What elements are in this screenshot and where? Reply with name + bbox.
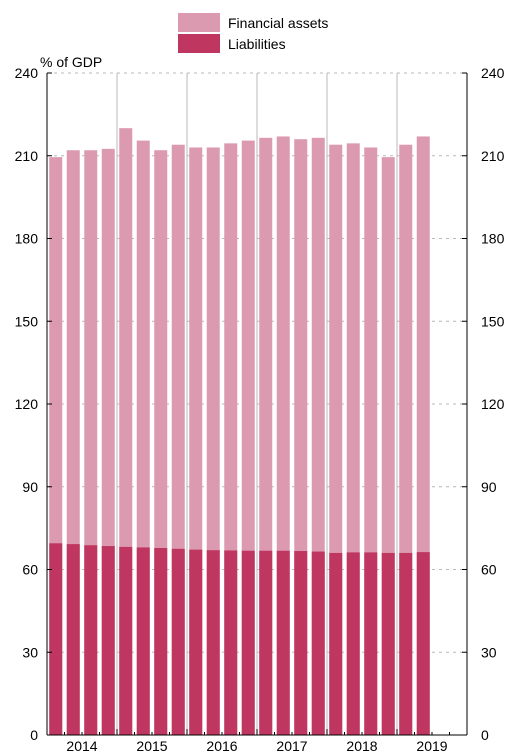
bar-liabilities-3: [101, 546, 115, 735]
y-tick-label-left-60: 60: [22, 562, 38, 578]
x-year-label-2019: 2019: [416, 738, 447, 752]
bar-liabilities-15: [311, 551, 325, 735]
legend: Financial assets Liabilities: [178, 13, 328, 53]
y-tick-label-left-150: 150: [15, 313, 39, 329]
x-year-label-2015: 2015: [136, 738, 167, 752]
bar-liabilities-13: [276, 550, 290, 735]
bar-liabilities-4: [119, 546, 133, 735]
y-unit-label: % of GDP: [40, 54, 102, 70]
y-tick-label-right-240: 240: [481, 65, 505, 81]
y-tick-label-right-30: 30: [481, 644, 497, 660]
bar-liabilities-1: [66, 544, 80, 735]
bar-liabilities-0: [49, 543, 63, 735]
bar-liabilities-17: [346, 552, 360, 735]
y-tick-label-right-180: 180: [481, 231, 505, 247]
y-tick-label-right-120: 120: [481, 396, 505, 412]
bar-liabilities-6: [154, 547, 168, 735]
y-tick-label-left-90: 90: [22, 479, 38, 495]
y-tick-label-right-150: 150: [481, 313, 505, 329]
y-tick-label-right-90: 90: [481, 479, 497, 495]
bar-liabilities-11: [241, 550, 255, 735]
bar-liabilities-9: [206, 550, 220, 735]
bar-liabilities-2: [84, 545, 98, 735]
legend-label-financial-assets: Financial assets: [228, 15, 328, 31]
legend-swatch-liabilities: [178, 34, 220, 53]
bar-liabilities-7: [171, 548, 185, 735]
y-tick-label-left-0: 0: [30, 727, 38, 743]
bar-liabilities-21: [416, 552, 430, 735]
y-tick-label-right-60: 60: [481, 562, 497, 578]
x-year-label-2014: 2014: [66, 738, 97, 752]
y-tick-label-left-210: 210: [15, 148, 39, 164]
y-axis-left-ticks: 0 30 60 90 120 150 180 210 240: [15, 65, 52, 743]
y-tick-label-left-120: 120: [15, 396, 39, 412]
bar-liabilities-10: [224, 550, 238, 735]
x-axis-year-labels: 2014 2015 2016 2017 2018 2019: [66, 738, 447, 752]
bar-liabilities-20: [399, 552, 413, 735]
grid: [47, 72, 467, 735]
x-year-label-2016: 2016: [206, 738, 237, 752]
bar-liabilities-8: [189, 549, 203, 735]
bars-liabilities: [49, 543, 430, 735]
y-tick-label-left-30: 30: [22, 644, 38, 660]
y-tick-label-right-0: 0: [481, 727, 489, 743]
bar-liabilities-5: [136, 547, 150, 735]
bar-liabilities-12: [259, 550, 273, 735]
legend-label-liabilities: Liabilities: [228, 36, 286, 52]
bar-liabilities-16: [329, 552, 343, 735]
bar-liabilities-19: [381, 552, 395, 735]
x-year-label-2017: 2017: [276, 738, 307, 752]
y-tick-label-left-180: 180: [15, 231, 39, 247]
legend-swatch-financial-assets: [178, 13, 220, 32]
y-tick-label-left-240: 240: [15, 65, 39, 81]
y-axis-right-ticks: 0 30 60 90 120 150 180 210 240: [462, 65, 505, 743]
y-tick-label-right-210: 210: [481, 148, 505, 164]
bar-liabilities-14: [294, 551, 308, 735]
bar-liabilities-18: [364, 552, 378, 735]
x-year-label-2018: 2018: [346, 738, 377, 752]
